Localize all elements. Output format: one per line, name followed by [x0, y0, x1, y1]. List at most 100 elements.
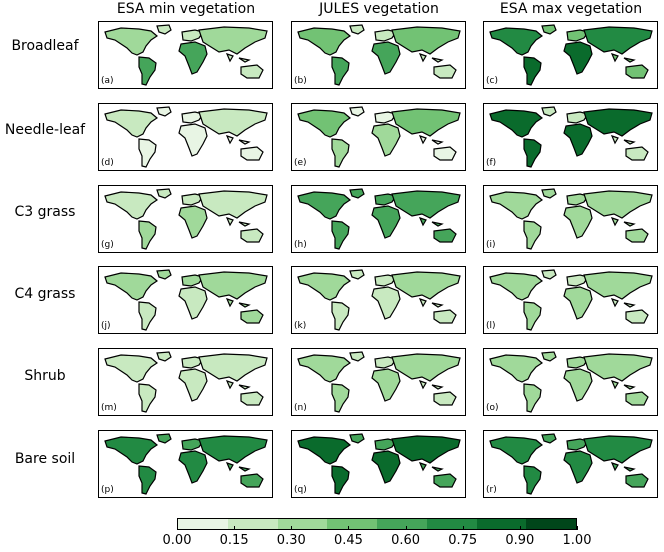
colorbar-segment: [377, 519, 427, 529]
land-region: [374, 29, 397, 42]
land-region: [156, 24, 172, 35]
land-region: [104, 191, 159, 220]
map-panel-needle-leaf-1: (d): [98, 103, 273, 171]
colorbar-tick-label: 0.75: [448, 533, 478, 548]
land-region: [104, 109, 159, 138]
land-region: [297, 436, 352, 465]
land-region: [623, 384, 636, 390]
land-region: [297, 109, 352, 138]
land-region: [178, 286, 208, 320]
land-region: [391, 271, 461, 300]
map-panel-bare-soil-3: (r): [483, 430, 658, 498]
panel-tag: (b): [294, 76, 307, 86]
world-map: [297, 188, 461, 250]
colorbar: [177, 518, 577, 530]
colorbar-tick-label: 0.45: [333, 533, 363, 548]
land-region: [431, 466, 444, 472]
map-panel-broadleaf-2: (b): [291, 21, 466, 89]
world-map: [489, 433, 653, 495]
world-map: [489, 188, 653, 250]
land-region: [431, 302, 444, 308]
land-region: [371, 41, 401, 75]
map-panel-c4-grass-1: (j): [98, 266, 273, 334]
colorbar-tick-label: 0.60: [391, 533, 421, 548]
land-region: [240, 228, 264, 243]
land-region: [391, 190, 461, 219]
land-region: [523, 383, 542, 413]
colorbar-segment: [526, 519, 576, 529]
land-region: [541, 188, 557, 199]
panel-tag: (o): [486, 403, 499, 413]
land-region: [418, 53, 427, 63]
land-region: [391, 108, 461, 137]
land-region: [418, 380, 427, 390]
land-region: [374, 111, 397, 124]
map-panel-shrub-1: (m): [98, 348, 273, 416]
land-region: [625, 473, 649, 488]
land-region: [541, 24, 557, 35]
land-region: [198, 26, 268, 55]
colorbar-tick-mark: [348, 526, 350, 530]
land-region: [331, 383, 350, 413]
land-region: [240, 309, 264, 324]
column-title-esa-max: ESA max vegetation: [499, 1, 643, 17]
world-map: [297, 24, 461, 86]
land-region: [240, 473, 264, 488]
map-panel-bare-soil-1: (p): [98, 430, 273, 498]
land-region: [583, 353, 653, 382]
panel-tag: (i): [486, 240, 496, 250]
land-region: [583, 108, 653, 137]
world-map: [104, 188, 268, 250]
land-region: [198, 108, 268, 137]
land-region: [138, 220, 157, 250]
land-region: [583, 190, 653, 219]
colorbar-segment: [476, 519, 527, 529]
land-region: [138, 301, 157, 331]
land-region: [371, 205, 401, 239]
row-label-c4-grass: C4 grass: [14, 286, 76, 302]
land-region: [431, 57, 444, 63]
panel-tag: (f): [486, 158, 497, 168]
panel-tag: (m): [101, 403, 117, 413]
panel-tag: (r): [486, 485, 497, 495]
colorbar-segment: [178, 519, 228, 529]
land-region: [625, 391, 649, 406]
land-region: [156, 351, 172, 362]
land-region: [349, 269, 365, 280]
column-title-jules: JULES vegetation: [319, 1, 439, 17]
colorbar-tick-label: 0.30: [276, 533, 306, 548]
land-region: [431, 384, 444, 390]
land-region: [238, 57, 251, 63]
colorbar-segment: [426, 519, 477, 529]
land-region: [391, 26, 461, 55]
land-region: [523, 465, 542, 495]
panel-tag: (d): [101, 158, 114, 168]
land-region: [297, 191, 352, 220]
land-region: [238, 384, 251, 390]
panel-tag: (j): [101, 321, 111, 331]
land-region: [198, 271, 268, 300]
land-region: [181, 274, 204, 287]
land-region: [297, 27, 352, 56]
land-region: [623, 466, 636, 472]
column-title-esa-min: ESA min vegetation: [116, 1, 256, 17]
land-region: [181, 356, 204, 369]
row-label-c3-grass: C3 grass: [14, 204, 76, 220]
land-region: [523, 138, 542, 168]
map-panel-c3-grass-1: (g): [98, 185, 273, 253]
panel-tag: (n): [294, 403, 307, 413]
colorbar-tick-mark: [291, 526, 293, 530]
map-panel-c4-grass-3: (l): [483, 266, 658, 334]
land-region: [541, 269, 557, 280]
row-label-needleleaf: Needle-leaf: [4, 122, 86, 138]
land-region: [418, 462, 427, 472]
land-region: [181, 111, 204, 124]
land-region: [563, 368, 593, 402]
land-region: [541, 106, 557, 117]
land-region: [391, 435, 461, 464]
panel-tag: (g): [101, 240, 114, 250]
land-region: [238, 302, 251, 308]
land-region: [418, 135, 427, 145]
land-region: [433, 473, 457, 488]
map-panel-shrub-3: (o): [483, 348, 658, 416]
